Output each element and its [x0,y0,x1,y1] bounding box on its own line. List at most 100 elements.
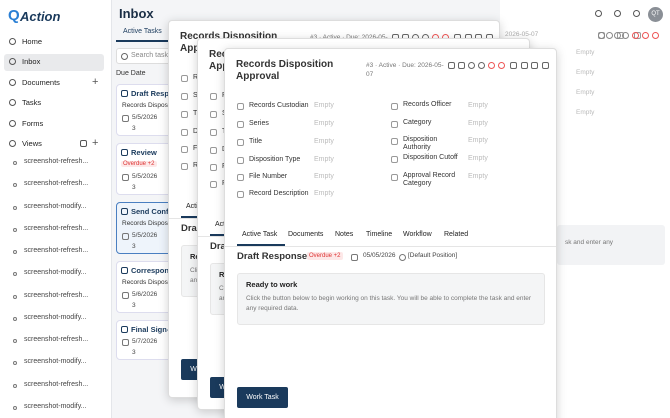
card-date: 5/5/2026 [132,232,158,239]
view-dot [13,205,17,210]
card-count: 3 [132,302,136,309]
field-value[interactable]: Empty [468,155,488,162]
view-item[interactable]: screenshot-refresh... [24,224,89,232]
view-item[interactable]: screenshot-modify... [24,358,87,366]
notice-text: Click the button below to begin working … [246,295,532,312]
view-item[interactable]: screenshot-refresh... [24,180,89,188]
icon [181,129,188,136]
work-task-button[interactable]: Work Task [237,387,288,408]
card-subtitle: Records Dispos [122,220,168,227]
view-dot [13,183,17,188]
field-value[interactable]: Empty [314,120,334,127]
icon [652,32,659,39]
field-label: Title [249,138,262,145]
card-title: Review [131,148,157,157]
field-label: Records Custodian [249,102,309,109]
tab[interactable]: Documents [288,231,324,238]
field-value[interactable]: Empty [314,138,334,145]
tab[interactable]: Timeline [366,231,393,238]
notice-text: sk and enter any [565,239,614,246]
field-label: Disposition Cutoff [403,154,458,161]
field-label: Record Description [249,190,309,197]
nav-item[interactable]: Documents [22,78,60,87]
tab[interactable]: Related [444,231,469,238]
card-subtitle: Records Dispos [122,279,168,286]
nav-item[interactable]: Home [22,37,43,46]
nav-item[interactable]: Inbox [22,57,41,66]
icon [595,10,602,17]
field-value[interactable]: Empty [468,102,488,109]
icon [9,79,16,86]
icon [391,156,398,163]
task-badge: Overdue +2 [307,252,343,260]
view-dot [13,294,17,299]
icon [122,174,129,181]
view-dot [13,383,17,388]
view-item[interactable]: screenshot-modify... [24,313,87,321]
view-item[interactable]: screenshot-modify... [24,402,87,410]
icon [181,75,188,82]
field-value[interactable]: Empty [468,173,488,180]
view-dot [13,405,17,410]
icon [121,208,128,215]
field-value[interactable]: Empty [314,173,334,180]
icon [633,10,640,17]
view-item[interactable]: screenshot-refresh... [24,336,89,343]
tab[interactable]: Notes [335,231,354,238]
field-label: Series [249,120,269,127]
tab-underline [116,40,168,42]
add-button[interactable]: + [92,76,99,88]
nav-item[interactable]: Tasks [22,98,42,107]
field-value: Empty [576,69,595,76]
view-item[interactable]: screenshot-refresh... [24,158,89,165]
view-item[interactable]: screenshot-modify... [24,269,87,277]
field-value: Empty [576,89,595,96]
field-label: Disposition Authority [403,136,438,151]
field-value[interactable]: Empty [314,190,334,197]
logo-mark: Q [8,7,20,24]
field-value[interactable]: Empty [468,137,488,144]
icon [121,53,128,60]
icon [181,111,188,118]
icon [468,62,475,69]
sidebar: Q Action Home Inbox Documents Tasks Forms Views… [0,0,112,418]
tab[interactable]: Workflow [403,231,432,238]
icon [210,181,217,188]
icon [351,254,358,261]
view-dot [13,339,17,343]
icon [9,99,16,106]
date: 2026-05-07 [505,31,539,38]
icon [510,62,517,69]
icon [614,10,621,17]
icon [542,62,549,69]
icon [448,62,455,69]
page-title: Inbox [119,6,154,21]
icon [237,174,244,181]
nav-item[interactable]: Views [22,139,42,148]
view-item[interactable]: screenshot-refresh... [24,380,89,388]
view-dot [13,227,17,232]
nav-item[interactable]: Forms [22,119,44,128]
search-placeholder[interactable]: Search tasks [131,52,172,59]
avatar[interactable]: QT [648,7,663,22]
notice-box: Ready to work Click the button below to b… [237,273,545,325]
field-value[interactable]: Empty [468,120,488,127]
sort-label[interactable]: Due Date [116,70,146,77]
view-dot [13,250,17,254]
tab[interactable]: Active Tasks [123,28,162,35]
field-value[interactable]: Empty [314,102,334,109]
tab[interactable]: Active Task [242,231,278,238]
field-value[interactable]: Empty [314,156,334,163]
icon [632,32,639,39]
icon [210,147,217,154]
view-item[interactable]: screenshot-refresh... [24,291,89,299]
view-item[interactable]: screenshot-modify... [24,202,87,210]
view-item[interactable]: screenshot-refresh... [24,247,89,254]
view-dot [13,361,17,366]
add-button[interactable]: + [92,137,99,149]
icon [606,32,613,39]
icon [9,120,16,127]
logo-text: Action [20,9,61,24]
icon [598,32,605,39]
